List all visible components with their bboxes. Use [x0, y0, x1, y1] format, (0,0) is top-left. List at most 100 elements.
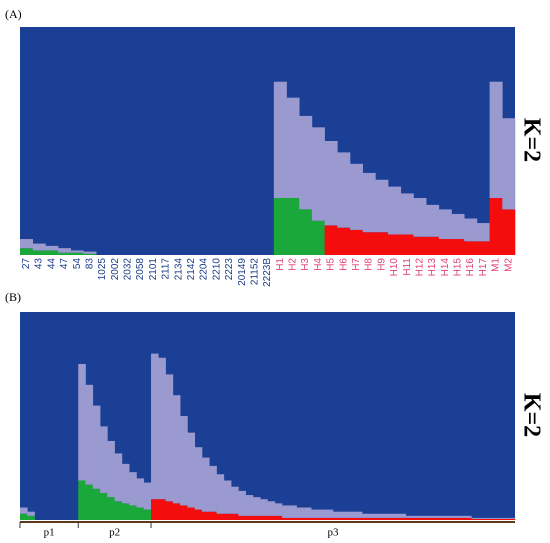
bar-segment: [391, 517, 399, 520]
bar-segment: [500, 517, 509, 519]
bar-segment: [27, 511, 35, 516]
bar-segment: [58, 252, 72, 255]
bar-segment: [398, 517, 407, 520]
bar-segment: [324, 225, 338, 255]
x-tick-label: 2223: [224, 258, 235, 281]
bar-segment: [502, 209, 516, 255]
bar-segment: [289, 505, 297, 518]
bar-segment: [311, 220, 325, 255]
bar-segment: [375, 232, 389, 255]
x-tick-label: H11: [402, 258, 413, 276]
bar-segment: [471, 517, 479, 519]
bar-segment: [85, 484, 94, 520]
bar-segment: [383, 513, 392, 518]
bar-segment: [507, 517, 516, 519]
bar-segment: [434, 517, 443, 520]
bar-segment: [231, 513, 239, 520]
bar-segment: [464, 241, 478, 255]
bar-segment: [413, 236, 427, 255]
bar-segment: [375, 179, 389, 233]
bar-segment: [107, 440, 115, 498]
bar-segment: [143, 482, 152, 510]
bar-segment: [493, 517, 501, 519]
bar-segment: [398, 513, 407, 518]
bar-segment: [282, 505, 290, 518]
bar-segment: [400, 234, 414, 255]
bar-segment: [296, 507, 305, 518]
bar-segment: [223, 513, 232, 520]
x-tick-label: H12: [414, 258, 425, 277]
bar-segment: [369, 513, 377, 518]
bar-segment: [413, 198, 427, 237]
bar-segment: [471, 518, 479, 520]
x-tick-label: 47: [59, 258, 70, 270]
x-tick-label: H2: [288, 258, 299, 271]
bar-segment: [311, 127, 325, 221]
bar-segment: [223, 480, 232, 514]
panel-label: (A): [5, 7, 22, 21]
x-tick-label: H8: [364, 258, 375, 271]
bar-segment: [286, 198, 300, 255]
x-tick-label: H10: [389, 258, 400, 277]
bar-segment: [449, 515, 458, 518]
bar-segment: [45, 250, 59, 255]
bar-segment: [194, 447, 203, 510]
bar-segment: [158, 499, 166, 520]
x-tick-label: 83: [84, 258, 95, 270]
bar-segment: [32, 250, 46, 255]
bar-segment: [58, 248, 72, 253]
bar-segment: [369, 517, 377, 520]
bar-segment: [325, 517, 334, 520]
bar-segment: [476, 241, 490, 255]
x-tick-label: H6: [338, 258, 349, 271]
bar-segment: [83, 253, 97, 255]
bar-segment: [260, 515, 268, 520]
bar-segment: [267, 515, 276, 520]
bar-segment: [405, 517, 414, 520]
bar-segment: [32, 243, 46, 251]
bar-segment: [427, 515, 436, 518]
annotation: K=2: [518, 393, 544, 437]
bar-segment: [92, 488, 101, 520]
bar-segment: [267, 501, 276, 516]
x-tick-label: H7: [351, 258, 362, 271]
bar-segment: [209, 511, 217, 520]
bar-segment: [478, 517, 487, 519]
bar-segment: [464, 515, 472, 518]
bar-segment: [340, 517, 348, 520]
bar-segment: [500, 518, 509, 520]
x-tick-label: 2210: [211, 258, 222, 281]
bar-segment: [337, 227, 351, 255]
bar-segment: [245, 495, 254, 516]
bar-segment: [201, 457, 210, 512]
x-tick-label: 2134: [173, 258, 184, 281]
bar-segment: [299, 115, 313, 210]
bar-segment: [238, 515, 246, 520]
x-tick-label: 54: [72, 258, 83, 270]
x-tick-label: H13: [427, 258, 438, 277]
bar-segment: [172, 503, 181, 520]
bar-segment: [286, 97, 300, 198]
group-label: p1: [44, 527, 55, 539]
bar-segment: [489, 81, 503, 198]
x-tick-label: 2223B: [262, 258, 273, 287]
bar-segment: [83, 251, 97, 254]
bar-segment: [289, 517, 297, 520]
x-tick-label: H3: [300, 258, 311, 271]
x-tick-label: 2142: [186, 258, 197, 281]
bar-segment: [400, 193, 414, 235]
bar-segment: [507, 518, 516, 520]
bar-segment: [129, 505, 137, 520]
bar-segment: [362, 232, 376, 255]
bar-segment: [296, 517, 305, 520]
bar-segment: [438, 209, 452, 240]
bar-segment: [78, 364, 86, 481]
bar-segment: [180, 505, 188, 520]
x-tick-label: 2032: [123, 258, 134, 281]
bar-segment: [451, 239, 465, 255]
bar-segment: [172, 395, 181, 504]
x-tick-label: 27: [21, 258, 32, 270]
bar-segment: [420, 515, 428, 518]
x-tick-label: H1: [275, 258, 286, 271]
bar-segment: [426, 236, 440, 255]
